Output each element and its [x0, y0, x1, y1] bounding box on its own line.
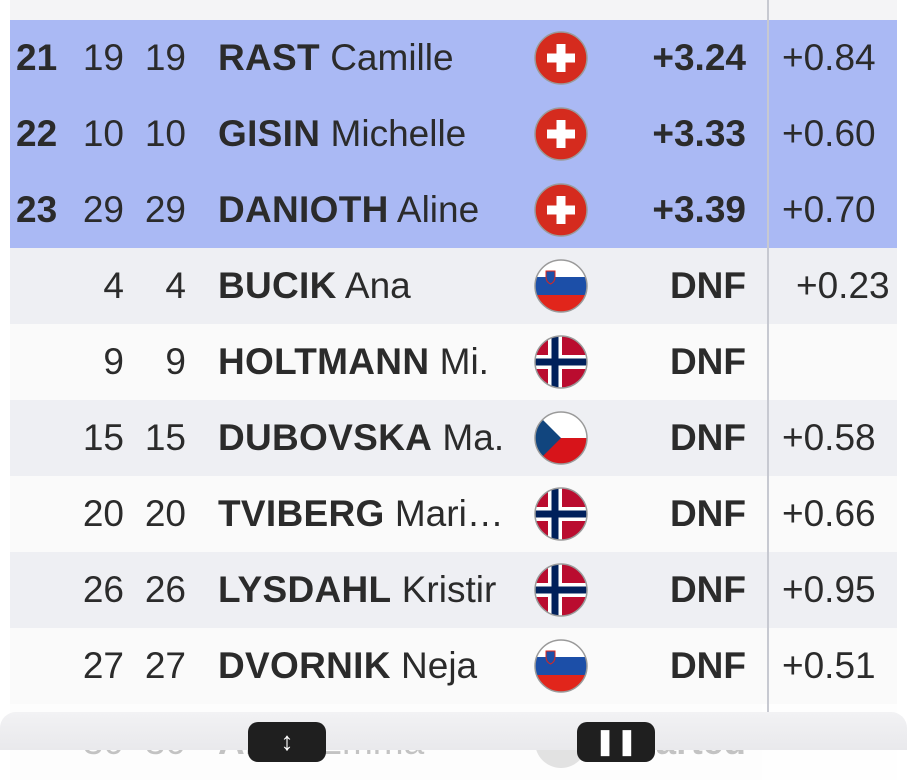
rank-cell — [16, 476, 76, 552]
start-cell: 15 — [144, 417, 186, 458]
split-diff — [782, 324, 897, 400]
slovenia-flag-icon — [534, 639, 588, 693]
result-status: DNF — [669, 569, 746, 610]
athlete-name[interactable]: RAST Camille — [218, 20, 523, 96]
athlete-surname: RAST — [218, 37, 320, 78]
bib-cell: 15 — [82, 417, 124, 458]
result-time: +3.33 — [652, 113, 746, 154]
rank-cell: 22 — [16, 113, 58, 154]
czech-flag-icon — [534, 411, 588, 465]
start-cell: 10 — [144, 113, 186, 154]
bib-cell: 27 — [82, 645, 124, 686]
switzerland-flag-icon — [534, 31, 588, 85]
athlete-name[interactable]: DUBOVSKA Ma. — [218, 400, 523, 476]
athlete-name[interactable]: BUCIK Ana — [218, 248, 523, 324]
athlete-firstname: Aline — [396, 189, 480, 230]
athlete-surname: DVORNIK — [218, 645, 391, 686]
athlete-firstname: Mi. — [439, 341, 489, 382]
norway-flag-icon — [534, 487, 588, 541]
table-row[interactable]: 9 9 HOLTMANN Mi. DNF — [10, 324, 897, 400]
athlete-name[interactable]: HOLTMANN Mi. — [218, 324, 523, 400]
norway-flag-icon — [534, 335, 588, 389]
bib-cell: 19 — [82, 37, 124, 78]
start-cell: 20 — [144, 493, 186, 534]
sort-button[interactable]: ↕ — [248, 722, 326, 762]
athlete-firstname: Michelle — [330, 113, 467, 154]
start-cell: 27 — [144, 645, 186, 686]
bib-cell: 26 — [82, 569, 124, 610]
rank-cell: 21 — [16, 37, 58, 78]
rank-cell — [16, 248, 76, 324]
table-row[interactable] — [10, 0, 897, 20]
split-diff: +0.66 — [782, 493, 876, 534]
result-status: DNF — [669, 645, 746, 686]
athlete-firstname: Ana — [344, 265, 411, 306]
split-diff: +0.51 — [782, 645, 876, 686]
split-diff: +0.84 — [782, 37, 876, 78]
rank-cell — [16, 628, 76, 704]
rank-cell: 23 — [16, 189, 58, 230]
athlete-surname: TVIBERG — [218, 493, 385, 534]
bib-cell: 29 — [82, 189, 124, 230]
table-row[interactable]: 4 4 BUCIK Ana DNF +0.23 — [10, 248, 897, 324]
athlete-surname: BUCIK — [218, 265, 337, 306]
column-divider — [767, 0, 769, 750]
slovenia-flag-icon — [534, 259, 588, 313]
split-diff: +0.60 — [782, 113, 876, 154]
result-time: +3.39 — [652, 189, 746, 230]
rank-cell — [16, 400, 76, 476]
athlete-firstname: Kristir — [401, 569, 497, 610]
result-status: DNF — [669, 493, 746, 534]
athlete-surname: DUBOVSKA — [218, 417, 433, 458]
athlete-surname: LYSDAHL — [218, 569, 392, 610]
athlete-name[interactable]: LYSDAHL Kristir — [218, 552, 523, 628]
bib-cell: 10 — [82, 113, 124, 154]
pause-button[interactable]: ❚❚ — [577, 722, 655, 762]
start-cell: 9 — [165, 341, 186, 382]
rank-cell — [16, 324, 76, 400]
split-diff: +0.70 — [782, 189, 876, 230]
start-cell: 19 — [144, 37, 186, 78]
athlete-name[interactable]: TVIBERG Mari… — [218, 476, 523, 552]
sort-icon: ↕ — [280, 726, 294, 756]
athlete-surname: GISIN — [218, 113, 321, 154]
athlete-name[interactable]: DVORNIK Neja — [218, 628, 523, 704]
bib-cell: 20 — [82, 493, 124, 534]
start-cell: 29 — [144, 189, 186, 230]
table-row[interactable]: 15 15 DUBOVSKA Ma. DNF +0.58 — [10, 400, 897, 476]
table-row[interactable]: 20 20 TVIBERG Mari… DNF +0.66 — [10, 476, 897, 552]
result-status: DNF — [669, 417, 746, 458]
table-row[interactable]: 22 10 10 GISIN Michelle +3.33 +0.60 — [10, 96, 897, 172]
athlete-firstname: Ma. — [442, 417, 505, 458]
split-diff: +0.95 — [782, 569, 876, 610]
athlete-name[interactable]: GISIN Michelle — [218, 96, 523, 172]
bib-cell: 4 — [103, 265, 124, 306]
athlete-surname: DANIOTH — [218, 189, 389, 230]
rank-cell — [16, 552, 76, 628]
switzerland-flag-icon — [534, 107, 588, 161]
result-status: DNF — [669, 341, 746, 382]
athlete-surname: HOLTMANN — [218, 341, 430, 382]
athlete-name[interactable]: DANIOTH Aline — [218, 172, 523, 248]
table-row[interactable]: 23 29 29 DANIOTH Aline +3.39 +0.70 — [10, 172, 897, 248]
athlete-firstname: Mari… — [394, 493, 504, 534]
split-diff: +0.23 — [796, 265, 890, 306]
split-diff: +0.58 — [782, 417, 876, 458]
table-row[interactable]: 26 26 LYSDAHL Kristir DNF +0.95 — [10, 552, 897, 628]
start-cell: 4 — [165, 265, 186, 306]
pause-icon: ❚❚ — [594, 726, 638, 756]
table-row[interactable]: 21 19 19 RAST Camille +3.24 +0.84 — [10, 20, 897, 96]
bottom-toolbar — [0, 712, 907, 750]
bib-cell: 9 — [103, 341, 124, 382]
athlete-firstname: Camille — [330, 37, 454, 78]
norway-flag-icon — [534, 563, 588, 617]
result-status: DNF — [669, 265, 746, 306]
result-time: +3.24 — [652, 37, 746, 78]
switzerland-flag-icon — [534, 183, 588, 237]
athlete-firstname: Neja — [401, 645, 478, 686]
table-row[interactable]: 27 27 DVORNIK Neja DNF +0.51 — [10, 628, 897, 704]
start-cell: 26 — [144, 569, 186, 610]
